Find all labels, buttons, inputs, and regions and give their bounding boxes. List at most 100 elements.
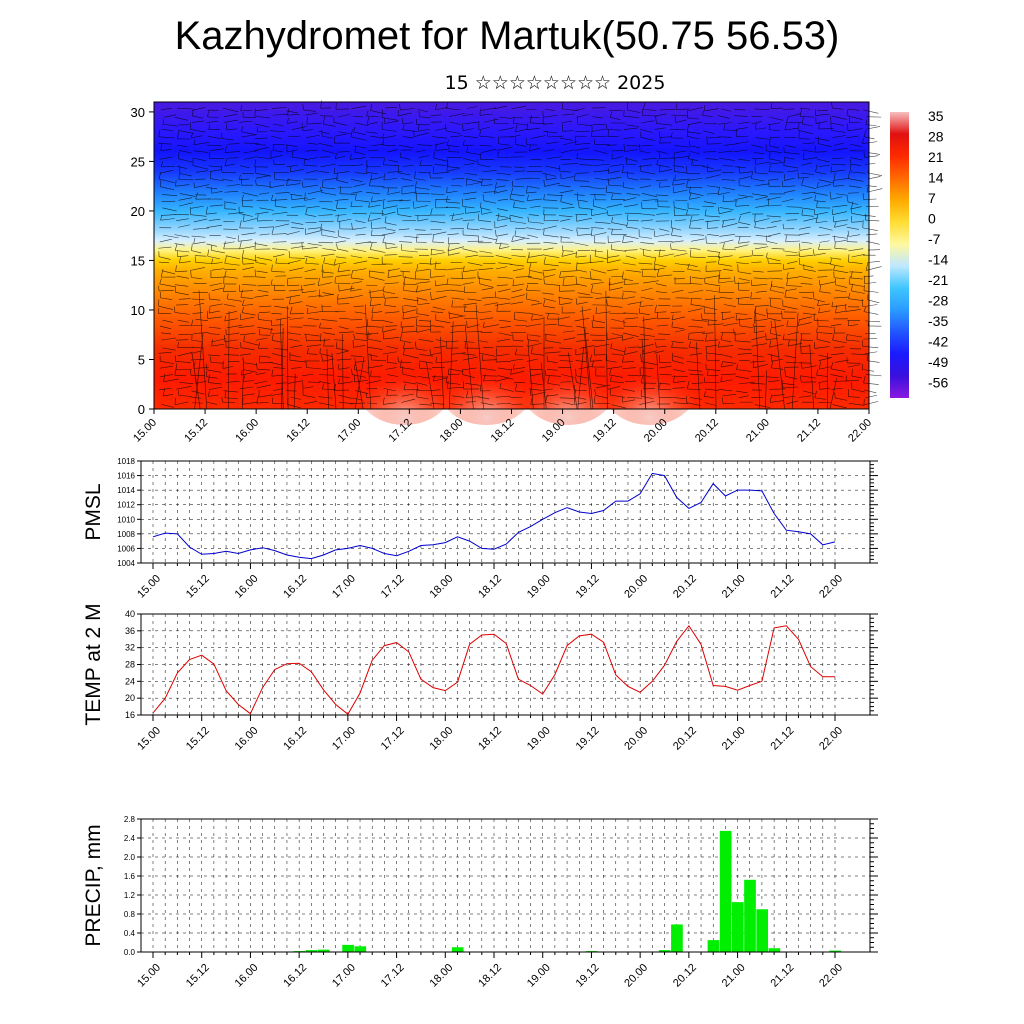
wind-barb (479, 317, 494, 321)
barb-flag (208, 374, 210, 383)
wind-barb (271, 233, 287, 235)
barb-flag (850, 158, 852, 165)
wind-barb (350, 355, 363, 358)
wind-barb (579, 185, 592, 188)
wind-barb (770, 306, 786, 311)
barb-flag (210, 170, 212, 179)
barb-flag (526, 194, 529, 201)
wind-barb (576, 381, 587, 386)
wind-barb (847, 115, 863, 120)
wind-barb (223, 119, 239, 123)
wind-barb (835, 359, 849, 363)
barb-flag (849, 164, 852, 172)
x-tick-label: 16.12 (284, 417, 312, 445)
barb-flag (830, 258, 832, 265)
barb-flag (477, 158, 479, 165)
wind-barb (351, 397, 364, 401)
barb-flag (819, 284, 822, 292)
wind-barb (734, 333, 746, 335)
barb-flag (609, 368, 612, 375)
wind-barb (623, 137, 635, 139)
wind-barb (387, 268, 400, 272)
wind-barb (483, 324, 500, 328)
wind-barb (272, 212, 288, 215)
wind-barb (510, 198, 525, 203)
wind-barb (258, 319, 273, 322)
wind-barb (767, 353, 780, 358)
wind-barb (609, 109, 623, 112)
barb-flag (321, 355, 323, 362)
wind-barb (353, 305, 364, 307)
wind-barb (546, 369, 558, 371)
wind-barb (672, 397, 686, 400)
barb-flag (429, 349, 431, 355)
wind-barb (819, 387, 831, 390)
barb-flag (400, 243, 403, 251)
x-tick-label: 18.12 (476, 962, 504, 990)
colorbar-label: -14 (928, 252, 948, 268)
wind-barb (419, 403, 432, 406)
barb-flag (605, 185, 607, 193)
wind-barb (818, 262, 831, 264)
wind-barb (400, 157, 411, 160)
wind-barb (798, 395, 812, 398)
wind-barb (561, 207, 575, 209)
wind-barb (706, 242, 718, 245)
wind-barb (446, 108, 461, 111)
wind-barb (447, 360, 458, 363)
wind-barb (208, 386, 223, 390)
wind-barb (515, 311, 529, 314)
y-tick-label: 2.0 (124, 853, 136, 862)
barb-flag (863, 129, 867, 137)
wind-barb (433, 377, 447, 382)
colorbar-label: -42 (928, 334, 948, 350)
wind-barb (337, 151, 350, 153)
wind-barb (209, 303, 223, 307)
barb-flag (467, 222, 469, 229)
wind-barb (479, 144, 492, 147)
wind-barb (641, 120, 655, 124)
wind-barb (720, 339, 732, 343)
colorbar-label: -35 (928, 313, 948, 329)
wind-barb (451, 297, 465, 300)
barb-flag (305, 208, 308, 215)
barb-flag (606, 255, 609, 263)
wind-barb (714, 295, 717, 410)
wind-barb (335, 213, 347, 217)
wind-barb (322, 187, 336, 190)
wind-barb (355, 199, 370, 203)
barb-flag (399, 359, 403, 368)
barb-flag (190, 270, 192, 278)
wind-barb (287, 276, 303, 279)
barb-flag (578, 201, 580, 208)
barb-flag (801, 209, 803, 216)
wind-barb (799, 248, 812, 251)
wind-barb (671, 341, 684, 344)
wind-barb (657, 317, 670, 320)
barb-flag (671, 342, 673, 348)
wind-barb (574, 389, 587, 392)
barb-flag (592, 314, 595, 321)
barb-flag (799, 339, 802, 347)
wind-barb (816, 158, 830, 163)
barb-flag (499, 382, 502, 389)
wind-barb (222, 366, 234, 369)
barb-flag (367, 214, 371, 222)
wind-barb (387, 275, 402, 278)
wind-barb (384, 296, 399, 299)
wind-barb (543, 298, 556, 302)
wind-barb (304, 268, 316, 273)
wind-barb (302, 373, 314, 377)
barb-flag (787, 340, 790, 347)
wind-barb (834, 224, 848, 228)
wind-barb (510, 370, 525, 375)
wind-barb (642, 350, 658, 355)
colorbar-label: 35 (928, 108, 944, 124)
wind-barb (416, 396, 429, 400)
wind-barb (224, 397, 238, 400)
wind-barb (192, 346, 205, 349)
wind-barb (478, 220, 491, 222)
wind-barb (688, 346, 699, 349)
wind-barb (768, 262, 782, 265)
wind-barb (367, 325, 382, 328)
